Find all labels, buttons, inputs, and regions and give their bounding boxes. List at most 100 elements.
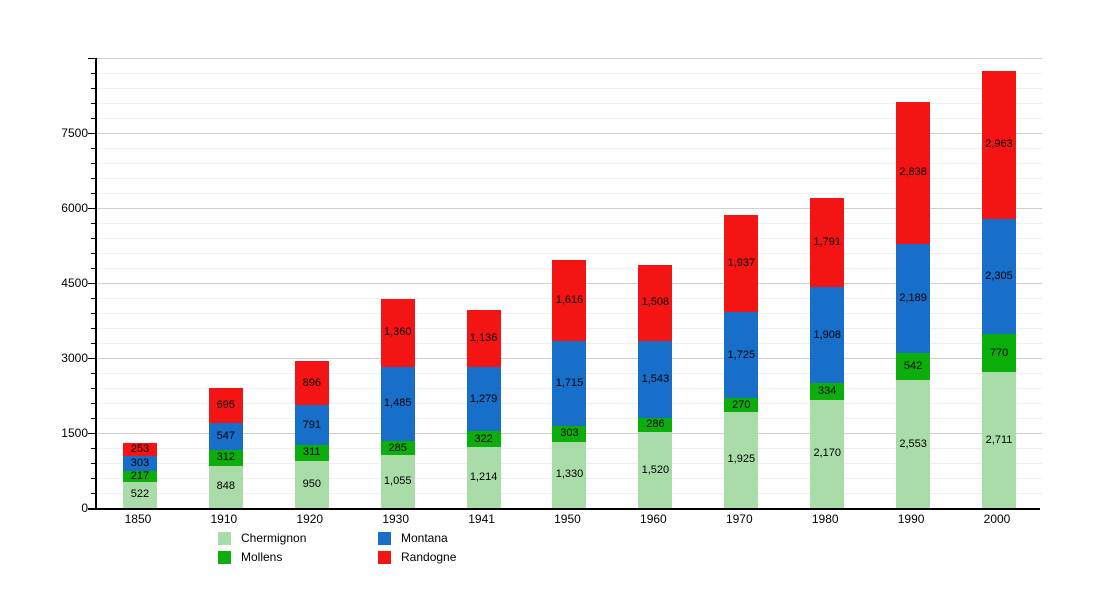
bar-segment-mollens-1930: 285: [380, 441, 415, 456]
gridline-minor: [97, 163, 1042, 164]
legend-item-randogne: Randogne: [378, 550, 538, 564]
y-axis-tick: [91, 253, 95, 254]
bar-segment-mollens-2000: 770: [982, 333, 1017, 373]
bar-value-label: 2,553: [899, 437, 927, 450]
y-axis-label-4500: 4500: [61, 276, 88, 290]
bar-value-label: 896: [302, 376, 321, 389]
bar-value-label: 542: [903, 360, 923, 373]
bar-segment-mollens-1950: 303: [552, 426, 587, 442]
bar-segment-montana-1990: 2,189: [896, 243, 931, 354]
legend-swatch-chermignon: [218, 531, 231, 545]
bar-segment-montana-1950: 1,715: [552, 340, 587, 427]
bar-value-label: 2,838: [899, 166, 927, 179]
bar-value-label: 1,485: [383, 397, 412, 410]
bar-value-label: 1,725: [727, 348, 756, 361]
legend: Chermignon Mollens Montana Randogne: [218, 531, 538, 564]
x-axis-label-2000: 2000: [983, 512, 1011, 526]
x-axis-label-1950: 1950: [554, 512, 581, 526]
y-axis-tick: [91, 118, 95, 119]
x-axis-label-1990: 1990: [897, 512, 925, 526]
y-axis-tick: [91, 148, 95, 149]
bar-value-label: 303: [130, 456, 150, 469]
x-axis-line: [88, 508, 1040, 510]
bar-stack-1920: 950 311 791 896: [294, 360, 329, 508]
y-axis-tick: [88, 58, 95, 59]
bar-value-label: 791: [302, 418, 321, 431]
bar-segment-randogne-1950: 1,616: [552, 259, 587, 341]
bar-segment-randogne-1970: 1,937: [724, 215, 759, 312]
bar-segment-chermignon-1930: 1,055: [380, 455, 415, 508]
bar-stack-1960: 1,520 286 1,543 1,508: [638, 265, 673, 508]
bar-stack-1850: 522 217 303 253: [122, 443, 157, 508]
bar-stack-1950: 1,330 303 1,715 1,616: [552, 259, 587, 508]
bar-segment-montana-1850: 303: [122, 455, 157, 472]
bar-value-label: 1,136: [469, 332, 498, 345]
x-axis-label-1980: 1980: [811, 512, 839, 526]
legend-label-randogne: Randogne: [401, 550, 457, 564]
legend-label-mollens: Mollens: [241, 550, 283, 564]
bar-segment-montana-1910: 547: [208, 422, 243, 451]
y-axis-tick: [91, 328, 95, 329]
bar-segment-chermignon-1910: 848: [208, 465, 243, 508]
gridline-minor: [97, 118, 1042, 119]
bar-stack-1910: 848 312 547 695: [208, 387, 243, 508]
gridline-major: [97, 58, 1042, 59]
y-axis-label-6000: 6000: [61, 201, 88, 215]
bar-segment-chermignon-1980: 2,170: [810, 399, 845, 508]
bar-segment-chermignon-1950: 1,330: [552, 441, 587, 508]
y-axis-label-0: 0: [81, 501, 88, 515]
bar-column-1930: 1,055 285 1,485 1,360: [355, 58, 441, 508]
y-axis-tick: [91, 463, 95, 464]
legend-item-montana: Montana: [378, 531, 538, 545]
y-axis-tick: [91, 418, 95, 419]
bar-column-1920: 950 311 791 896: [269, 58, 355, 508]
y-axis-tick: [91, 298, 95, 299]
legend-swatch-mollens: [218, 550, 231, 564]
bar-column-2000: 2,711 770 2,305 2,963: [956, 58, 1042, 508]
bar-segment-randogne-1920: 896: [294, 360, 329, 406]
bar-column-1950: 1,330 303 1,715 1,616: [527, 58, 613, 508]
bar-value-label: 695: [216, 398, 236, 411]
bar-segment-randogne-1910: 695: [208, 387, 243, 423]
plot-area: 522 217 303 253 848 312 547 695 950 311 791 896 1,05…: [88, 58, 1042, 509]
gridline-minor: [97, 238, 1042, 239]
y-axis-tick: [91, 313, 95, 314]
y-axis-tick: [91, 178, 95, 179]
bar-segment-chermignon-1960: 1,520: [638, 432, 673, 508]
bar-column-1850: 522 217 303 253: [97, 58, 183, 508]
bar-value-label: 322: [474, 432, 493, 445]
bar-value-label: 1,330: [555, 468, 584, 481]
bar-value-label: 1,937: [727, 257, 756, 270]
bar-segment-chermignon-1850: 522: [122, 481, 157, 508]
bar-value-label: 2,963: [985, 138, 1013, 151]
x-axis-labels: 1850 1910 1920 1930 1941 1950 1960 1970 1980 1990…: [95, 512, 1040, 526]
bars-row: 522 217 303 253 848 312 547 695 950 311 791 896 1,05…: [97, 58, 1042, 508]
bar-value-label: 770: [989, 346, 1009, 359]
y-axis-tick: [91, 493, 95, 494]
x-axis-label-1960: 1960: [640, 512, 667, 526]
bar-segment-montana-1960: 1,543: [638, 340, 673, 418]
bar-value-label: 950: [302, 477, 321, 490]
bar-segment-montana-1970: 1,725: [724, 312, 759, 399]
gridline-minor: [97, 148, 1042, 149]
bar-segment-montana-1980: 1,908: [810, 287, 845, 383]
bar-segment-randogne-1980: 1,791: [810, 197, 845, 288]
gridline-major: [97, 208, 1042, 209]
gridline-minor: [97, 103, 1042, 104]
bar-segment-mollens-1970: 270: [724, 398, 759, 412]
bar-value-label: 1,520: [641, 463, 670, 476]
y-axis-label-3000: 3000: [61, 351, 88, 365]
bar-column-1970: 1,925 270 1,725 1,937: [698, 58, 784, 508]
y-axis-tick: [91, 73, 95, 74]
bar-value-label: 2,711: [985, 433, 1013, 446]
bar-segment-mollens-1980: 334: [810, 382, 845, 400]
y-axis-tick: [88, 283, 95, 284]
bar-value-label: 2,170: [813, 447, 841, 460]
legend-swatch-randogne: [378, 550, 391, 564]
y-axis-tick: [91, 88, 95, 89]
legend-label-chermignon: Chermignon: [241, 531, 307, 545]
bar-segment-mollens-1960: 286: [638, 417, 673, 432]
y-axis-tick: [91, 448, 95, 449]
legend-label-montana: Montana: [401, 531, 448, 545]
bar-column-1960: 1,520 286 1,543 1,508: [612, 58, 698, 508]
